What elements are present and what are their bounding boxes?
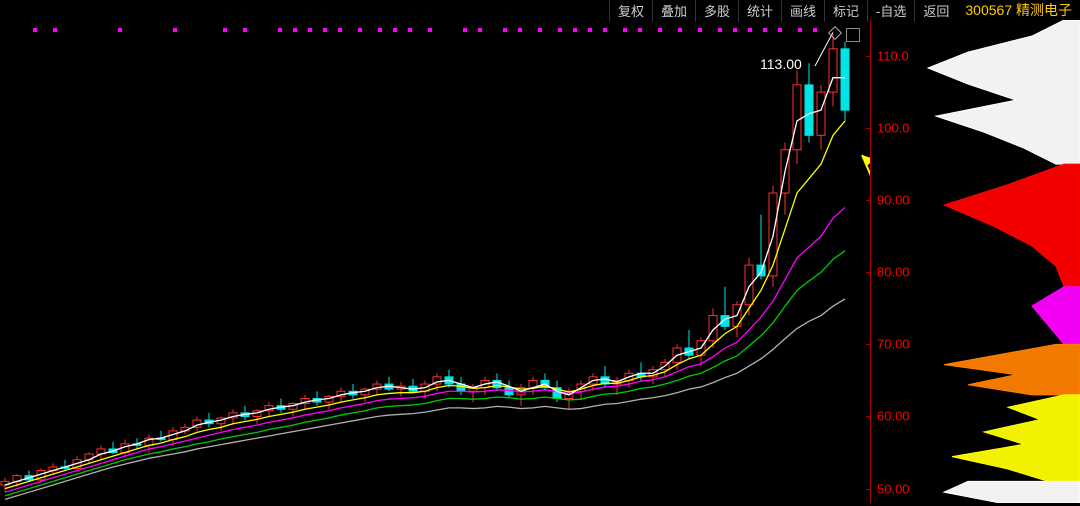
toolbar-back[interactable]: 返回: [914, 0, 957, 22]
y-axis-label: 110.0: [877, 49, 909, 64]
peak-price-label: 113.00: [760, 56, 802, 72]
toolbar-favorite[interactable]: -自选: [867, 0, 914, 22]
y-axis-label: 50.00: [877, 481, 910, 496]
toolbar-overlay[interactable]: 叠加: [652, 0, 695, 22]
volume-profile: [920, 20, 1080, 503]
y-axis-label: 60.00: [877, 409, 910, 424]
chart-corner-icons: [830, 28, 860, 42]
toolbar-multi[interactable]: 多股: [695, 0, 738, 22]
candlestick-chart[interactable]: 113.00: [0, 20, 870, 503]
toolbar-mark[interactable]: 标记: [824, 0, 867, 22]
price-axis: 50.00 60.00 70.00 80.00 90.00 100.0 110.0: [870, 20, 920, 503]
y-axis-label: 90.00: [877, 193, 910, 208]
square-icon[interactable]: [846, 28, 860, 42]
toolbar-stats[interactable]: 统计: [738, 0, 781, 22]
toolbar-drawline[interactable]: 画线: [781, 0, 824, 22]
y-axis-label: 80.00: [877, 265, 910, 280]
toolbar-fuquan[interactable]: 复权: [609, 0, 652, 22]
diamond-icon[interactable]: [828, 26, 842, 40]
chart-toolbar: 复权 叠加 多股 统计 画线 标记 -自选 返回 300567 精测电子: [609, 0, 1080, 20]
y-axis-label: 100.0: [877, 121, 910, 136]
stock-code-name: 300567 精测电子: [957, 0, 1080, 22]
y-axis-label: 70.00: [877, 337, 910, 352]
